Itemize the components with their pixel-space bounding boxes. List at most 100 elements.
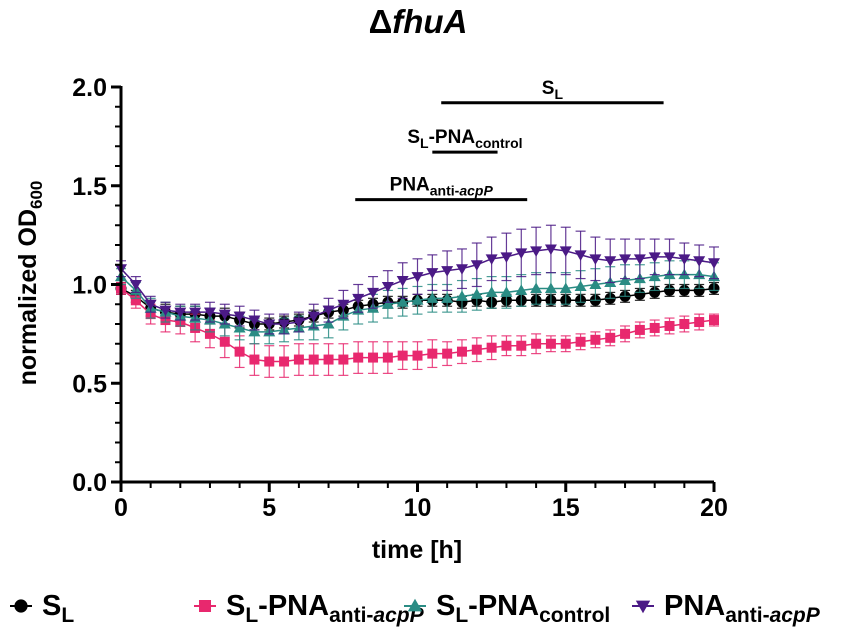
data-point [337, 299, 350, 311]
legend-item: SL [10, 590, 74, 627]
data-point [322, 318, 335, 329]
data-point [530, 282, 543, 293]
legend-main: S [436, 590, 455, 622]
legend-label: SL [42, 590, 74, 627]
series-layer [115, 224, 720, 378]
data-point [485, 286, 498, 297]
data-point [382, 352, 393, 363]
annotation-label-main: PNA [390, 175, 430, 196]
data-point [649, 286, 661, 298]
data-point [620, 328, 631, 339]
data-point [560, 338, 571, 349]
data-point [278, 319, 291, 330]
data-point [264, 356, 275, 367]
legend-sub: L [61, 604, 74, 627]
legend-marker [199, 600, 211, 612]
annotation-label: PNAanti-acpP [390, 175, 494, 199]
series-PNAanti-acpP [115, 224, 720, 335]
data-point [486, 342, 497, 353]
data-point [693, 256, 706, 267]
x-tick-label: 10 [404, 494, 432, 522]
data-point [634, 324, 645, 335]
data-point [515, 248, 528, 259]
data-point [426, 292, 439, 303]
data-point [663, 252, 676, 263]
y-tick-label: 1.0 [72, 272, 107, 300]
legend-main2: -PNA [258, 590, 329, 622]
y-tick-label: 2.0 [72, 74, 107, 102]
legend-sub2: anti- [725, 604, 769, 627]
data-point [233, 311, 246, 323]
annotations: SL SL-PNAcontrol PNAanti-acpP [355, 78, 664, 202]
x-tick-label: 15 [552, 494, 580, 522]
data-point [500, 252, 513, 263]
data-point [634, 288, 646, 300]
annotation-label-sub: L [420, 135, 429, 151]
data-point [575, 336, 586, 347]
legend-marker [407, 598, 423, 612]
data-point [292, 317, 305, 329]
chart-title: ΔfhuA [369, 3, 468, 40]
data-point [678, 284, 690, 296]
series-SL-PNAanti-acpP [116, 281, 719, 378]
data-point [427, 348, 438, 359]
data-point [574, 250, 587, 261]
data-point [338, 354, 349, 365]
data-point [248, 315, 261, 327]
data-point [263, 319, 276, 330]
data-point [693, 284, 705, 296]
data-point [441, 292, 454, 303]
data-point [649, 322, 660, 333]
data-point [323, 354, 334, 365]
data-point [397, 350, 408, 361]
data-point [455, 290, 468, 301]
data-point [485, 254, 498, 265]
data-point [694, 317, 705, 328]
data-point [219, 336, 230, 347]
data-point [559, 282, 572, 293]
legend-main: S [226, 590, 245, 622]
data-point [589, 278, 602, 289]
data-point [308, 354, 319, 365]
legend-main2: -PNA [468, 590, 539, 622]
data-point [679, 319, 690, 329]
data-point [367, 287, 380, 299]
data-point [471, 344, 482, 355]
data-point [500, 286, 513, 297]
legend-item: SL-PNAcontrol [404, 590, 610, 627]
legend-sub: L [245, 604, 258, 627]
data-point [633, 254, 646, 265]
legend-marker [14, 599, 28, 613]
data-point [368, 352, 379, 363]
annotation-label: SL-PNAcontrol [407, 127, 522, 151]
data-point [470, 288, 483, 299]
data-point [279, 356, 290, 367]
data-point [708, 258, 720, 269]
data-point [544, 282, 557, 293]
data-point [664, 284, 676, 296]
data-point [531, 338, 542, 349]
data-point [234, 346, 245, 357]
legend-label: SL-PNAcontrol [436, 590, 610, 627]
data-point [515, 284, 528, 295]
legend-item: SL-PNAanti-acpP [194, 590, 425, 627]
data-point [544, 244, 557, 255]
data-point [470, 260, 483, 271]
data-point [530, 246, 543, 257]
data-point [248, 325, 261, 337]
legend-sub2: anti- [329, 604, 373, 627]
data-point [648, 270, 661, 282]
data-point [203, 307, 216, 319]
chart-title-main: fhuA [392, 3, 467, 40]
data-point [412, 350, 423, 361]
x-tick-label: 20 [700, 494, 728, 522]
y-axis-label-main: normalized OD [14, 209, 42, 385]
data-point [381, 281, 394, 293]
annotation-label: SL [542, 78, 564, 102]
x-tick-label: 0 [114, 494, 128, 522]
data-point [664, 320, 675, 331]
data-point [353, 352, 364, 363]
data-point [396, 296, 409, 307]
data-point [426, 268, 439, 279]
